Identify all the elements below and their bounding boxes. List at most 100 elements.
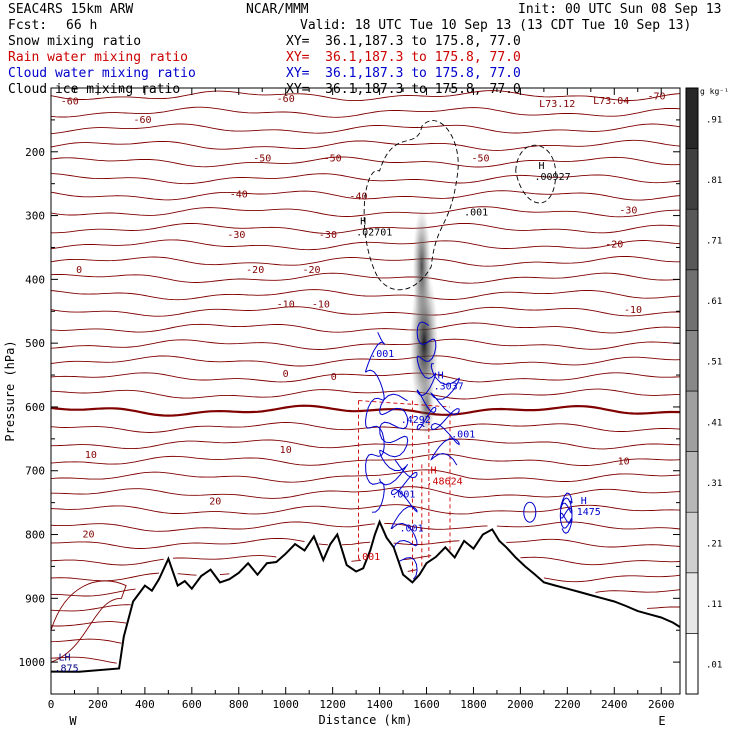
colorbar-frame xyxy=(685,87,699,695)
isotherm-32 xyxy=(51,621,127,627)
isotherm-31 xyxy=(51,604,680,612)
y-tick-label: 300 xyxy=(25,210,45,223)
x-tick-label: 400 xyxy=(135,698,155,711)
isotherm-9 xyxy=(51,239,680,251)
field-annotation: .001 xyxy=(451,430,475,441)
organization: NCAR/MMM xyxy=(246,2,309,17)
field-annotation-value: .3037 xyxy=(434,381,464,392)
field-annotation-marker: H xyxy=(581,496,587,507)
field-xy-rain: XY= 36.1,187.3 to 175.8, 77.0 xyxy=(286,50,521,65)
isotherm-2 xyxy=(51,123,680,135)
forecast-hour: 66 h xyxy=(66,18,98,33)
x-tick-label: 2400 xyxy=(601,698,628,711)
isotherm-label: -50 xyxy=(253,153,271,164)
isotherm-22 xyxy=(51,453,680,467)
isotherm-30 xyxy=(51,588,680,597)
model-title: SEAC4RS 15km ARW xyxy=(8,2,134,17)
isotherm-label: -30 xyxy=(319,230,337,241)
field-name-snow: Snow mixing ratio xyxy=(8,34,142,49)
field-annotation-marker: H xyxy=(431,465,437,476)
west-label: W xyxy=(69,714,77,728)
x-tick-label: 1000 xyxy=(272,698,299,711)
colorbar-segment xyxy=(685,390,699,452)
cloud-ice-contour xyxy=(515,144,557,204)
init-time: Init: 00 UTC Sun 08 Sep 13 xyxy=(518,2,722,17)
isotherm-13 xyxy=(51,306,680,317)
isotherm-label: -50 xyxy=(324,153,342,164)
isotherm-19 xyxy=(51,404,680,417)
x-tick-label: 2200 xyxy=(554,698,581,711)
y-tick-label: 1000 xyxy=(19,656,46,669)
field-annotation-marker: H xyxy=(360,217,366,228)
x-tick-label: 1600 xyxy=(413,698,440,711)
colorbar-segment xyxy=(685,572,699,634)
isotherm-8 xyxy=(51,222,680,234)
isotherm-label: -30 xyxy=(227,230,245,241)
isotherm-label: 20 xyxy=(83,530,95,541)
y-tick-label: 800 xyxy=(25,529,45,542)
y-tick-label: 900 xyxy=(25,592,45,605)
east-label: E xyxy=(658,714,665,728)
y-tick-label: 500 xyxy=(25,337,45,350)
isotherm-label: -20 xyxy=(302,265,320,276)
colorbar-label: .91 xyxy=(706,115,722,125)
isotherm-label: 10 xyxy=(280,445,292,456)
colorbar-label: .11 xyxy=(706,600,722,610)
rain-contour xyxy=(358,400,451,408)
isotherm-3 xyxy=(51,139,680,151)
colorbar-segment xyxy=(685,330,699,392)
field-annotation: .001 xyxy=(400,523,424,534)
field-annotation-value: .875 xyxy=(55,663,79,674)
isotherm-16 xyxy=(51,355,680,367)
y-tick-label: 200 xyxy=(25,146,45,159)
isotherm-4 xyxy=(51,156,680,168)
isotherm-label: -60 xyxy=(134,115,152,126)
colorbar-segment xyxy=(685,208,699,271)
isotherm-label: 0 xyxy=(283,369,289,380)
isotherm-28 xyxy=(51,555,680,566)
x-tick-label: 2000 xyxy=(507,698,534,711)
x-tick-label: 800 xyxy=(229,698,249,711)
isotherm-10 xyxy=(51,256,680,267)
y-tick-label: 400 xyxy=(25,273,45,286)
y-tick-label: 600 xyxy=(25,401,45,414)
isotherm-12 xyxy=(51,289,680,301)
field-xy-cloud-water: XY= 36.1,187.3 to 175.8, 77.0 xyxy=(286,66,521,81)
field-annotation-marker: LH xyxy=(59,652,71,663)
isotherm-21 xyxy=(51,438,680,450)
isotherm-24 xyxy=(51,486,680,499)
cloud-water-contour xyxy=(559,492,573,534)
colorbar-segment xyxy=(685,269,699,331)
isotherm-label: -20 xyxy=(605,239,623,250)
colorbar-label: .71 xyxy=(706,237,722,247)
isotherm-label: -60 xyxy=(61,97,79,108)
colorbar-segment xyxy=(685,87,699,149)
field-annotation: .4292 xyxy=(401,415,431,426)
colorbar-label: .81 xyxy=(706,176,722,186)
x-tick-label: 2600 xyxy=(648,698,675,711)
forecast-label: Fcst: xyxy=(8,18,48,33)
colorbar-segment xyxy=(685,451,699,513)
isotherm-11 xyxy=(51,272,680,284)
isotherm-label: -20 xyxy=(246,265,264,276)
isotherm-20 xyxy=(51,422,680,433)
isotherm-0 xyxy=(51,90,680,102)
colorbar-segment xyxy=(685,511,699,574)
terrain-fill xyxy=(51,521,680,694)
colorbar-label: .21 xyxy=(706,540,722,550)
field-annotation: .001 xyxy=(370,349,394,360)
x-tick-label: 200 xyxy=(88,698,108,711)
isotherm-17 xyxy=(51,372,680,383)
isotherm-label: 0 xyxy=(331,372,337,383)
x-tick-label: 1400 xyxy=(366,698,393,711)
isotherm-label: -10 xyxy=(312,299,330,310)
isotherm-5 xyxy=(51,173,680,185)
isotherm-label: -50 xyxy=(471,153,489,164)
isotherm-34 xyxy=(51,656,117,664)
isotherm-15 xyxy=(51,338,680,350)
isotherm-label: 20 xyxy=(209,497,221,508)
field-annotation-marker: H xyxy=(438,370,444,381)
field-annotation-value: .00927 xyxy=(534,172,570,183)
cloud-water-contour xyxy=(364,332,385,513)
